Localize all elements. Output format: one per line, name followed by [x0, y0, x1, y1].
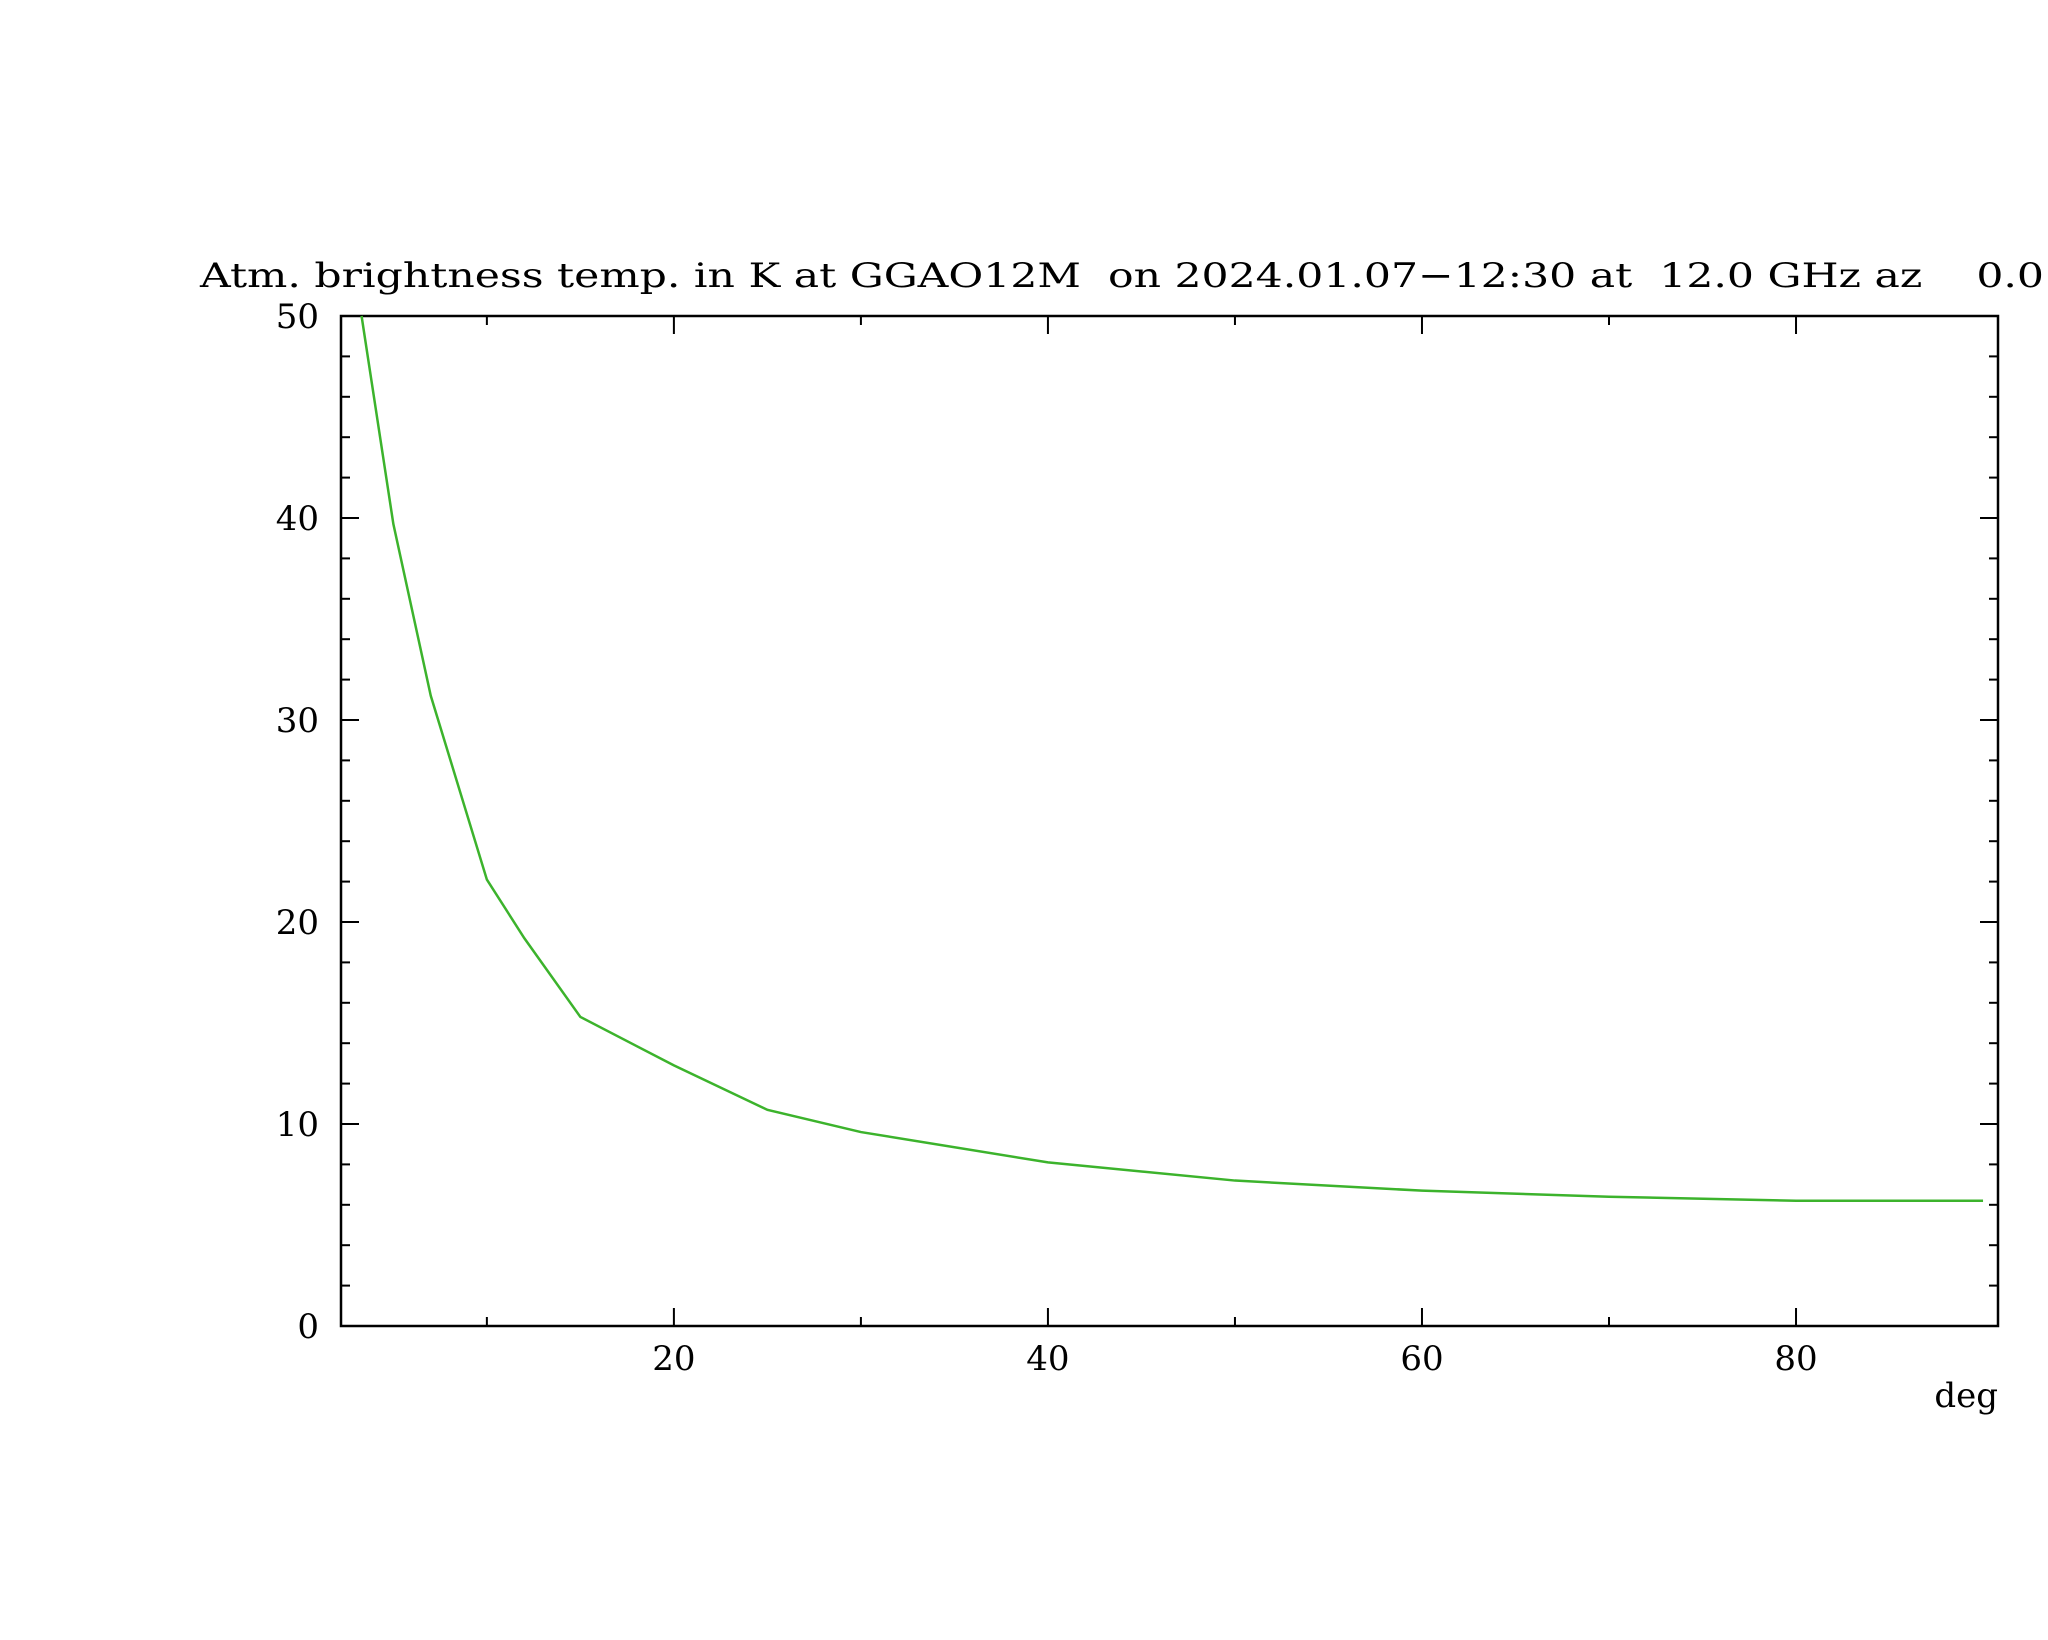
data-line [360, 315, 1984, 1203]
x-tick-label: 60 [1400, 1339, 1443, 1379]
x-tick-label: 80 [1774, 1339, 1817, 1379]
x-tick-label: 40 [1026, 1339, 1069, 1379]
y-tick-label: 40 [276, 499, 319, 539]
plot-frame [339, 314, 2000, 1328]
y-tick-label: 50 [276, 297, 319, 337]
y-tick-label: 30 [276, 701, 319, 741]
y-tick-label: 0 [297, 1307, 319, 1347]
chart-title: Atm. brightness temp. in K at GGAO12M on… [199, 256, 2044, 296]
y-tick-label: 10 [276, 1105, 319, 1145]
x-axis-label: deg [1934, 1376, 1998, 1416]
x-tick-label: 20 [652, 1339, 695, 1379]
y-tick-label: 20 [276, 903, 319, 943]
